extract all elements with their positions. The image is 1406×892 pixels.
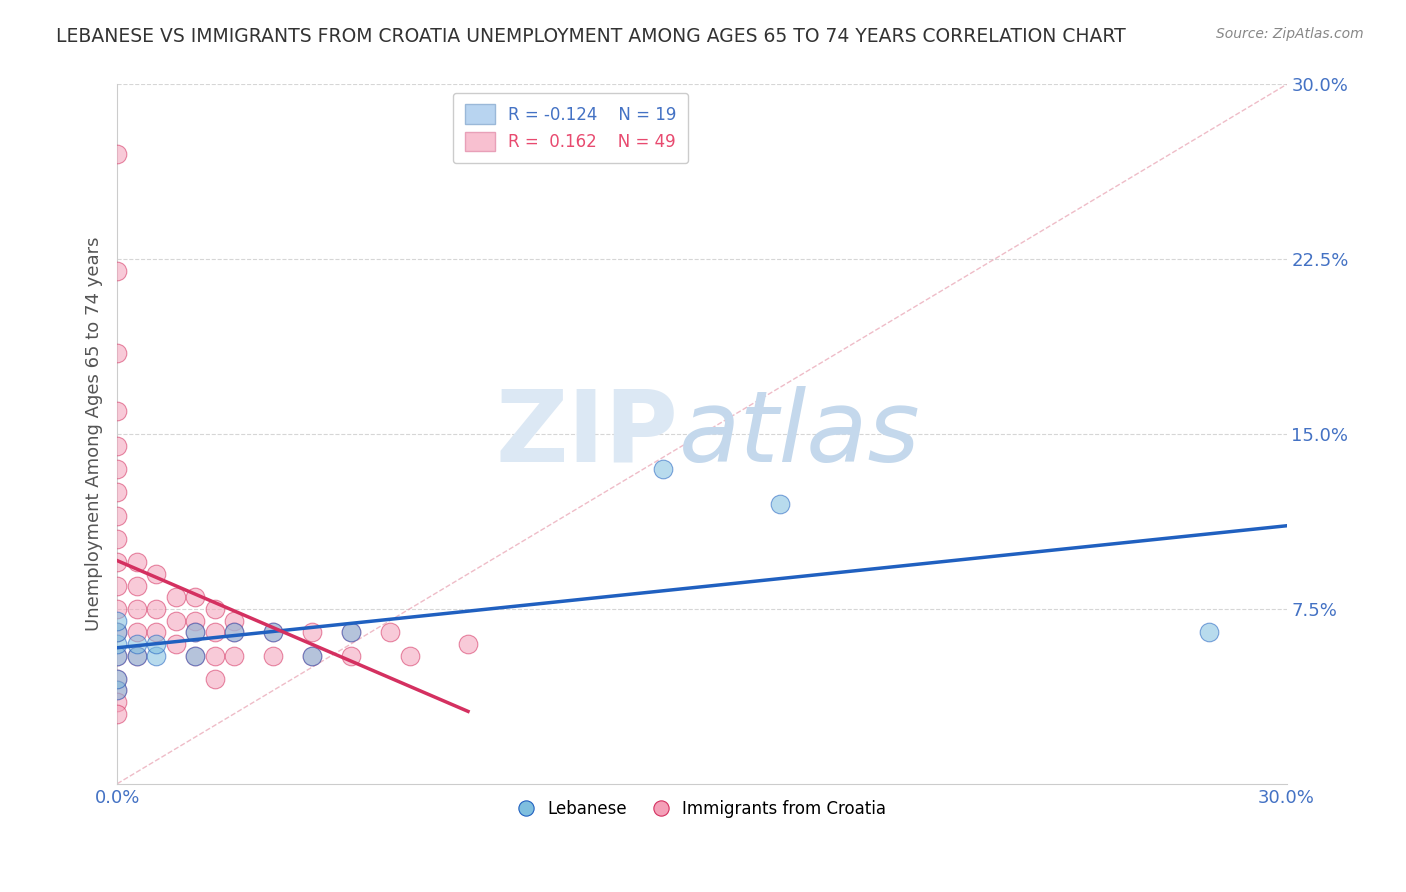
Point bbox=[262, 625, 284, 640]
Point bbox=[105, 648, 128, 663]
Point bbox=[378, 625, 401, 640]
Point bbox=[105, 532, 128, 546]
Legend: Lebanese, Immigrants from Croatia: Lebanese, Immigrants from Croatia bbox=[510, 793, 893, 824]
Point bbox=[125, 637, 148, 651]
Point bbox=[651, 462, 673, 476]
Point bbox=[105, 462, 128, 476]
Text: Source: ZipAtlas.com: Source: ZipAtlas.com bbox=[1216, 27, 1364, 41]
Point bbox=[1198, 625, 1220, 640]
Point bbox=[105, 625, 128, 640]
Y-axis label: Unemployment Among Ages 65 to 74 years: Unemployment Among Ages 65 to 74 years bbox=[86, 237, 103, 632]
Point bbox=[105, 695, 128, 709]
Point bbox=[145, 637, 167, 651]
Point bbox=[340, 648, 363, 663]
Point bbox=[184, 625, 207, 640]
Point bbox=[301, 625, 323, 640]
Point bbox=[184, 648, 207, 663]
Point bbox=[145, 625, 167, 640]
Point bbox=[105, 485, 128, 500]
Point bbox=[184, 614, 207, 628]
Point bbox=[457, 637, 479, 651]
Point bbox=[204, 672, 226, 686]
Text: LEBANESE VS IMMIGRANTS FROM CROATIA UNEMPLOYMENT AMONG AGES 65 TO 74 YEARS CORRE: LEBANESE VS IMMIGRANTS FROM CROATIA UNEM… bbox=[56, 27, 1126, 45]
Point bbox=[398, 648, 420, 663]
Point bbox=[105, 508, 128, 523]
Point bbox=[769, 497, 792, 511]
Point bbox=[184, 648, 207, 663]
Point bbox=[125, 625, 148, 640]
Point bbox=[165, 591, 187, 605]
Point bbox=[145, 602, 167, 616]
Point bbox=[340, 625, 363, 640]
Point bbox=[105, 648, 128, 663]
Point bbox=[301, 648, 323, 663]
Point bbox=[105, 439, 128, 453]
Point bbox=[105, 683, 128, 698]
Point bbox=[105, 345, 128, 359]
Point bbox=[105, 614, 128, 628]
Point bbox=[340, 625, 363, 640]
Point bbox=[105, 555, 128, 569]
Point bbox=[204, 602, 226, 616]
Point bbox=[105, 637, 128, 651]
Point bbox=[105, 579, 128, 593]
Point bbox=[224, 625, 246, 640]
Point bbox=[165, 637, 187, 651]
Text: atlas: atlas bbox=[679, 385, 920, 483]
Point bbox=[105, 625, 128, 640]
Point bbox=[105, 672, 128, 686]
Point bbox=[105, 706, 128, 721]
Point bbox=[224, 614, 246, 628]
Point bbox=[105, 147, 128, 161]
Point bbox=[125, 579, 148, 593]
Point bbox=[204, 648, 226, 663]
Point bbox=[105, 672, 128, 686]
Point bbox=[125, 602, 148, 616]
Point bbox=[125, 555, 148, 569]
Point bbox=[204, 625, 226, 640]
Point bbox=[125, 648, 148, 663]
Point bbox=[184, 591, 207, 605]
Point bbox=[301, 648, 323, 663]
Point bbox=[184, 625, 207, 640]
Point bbox=[105, 602, 128, 616]
Point bbox=[262, 625, 284, 640]
Text: ZIP: ZIP bbox=[496, 385, 679, 483]
Point bbox=[105, 683, 128, 698]
Point bbox=[105, 264, 128, 278]
Point bbox=[145, 648, 167, 663]
Point bbox=[145, 566, 167, 581]
Point bbox=[125, 648, 148, 663]
Point bbox=[105, 404, 128, 418]
Point bbox=[262, 648, 284, 663]
Point bbox=[224, 625, 246, 640]
Point bbox=[165, 614, 187, 628]
Point bbox=[224, 648, 246, 663]
